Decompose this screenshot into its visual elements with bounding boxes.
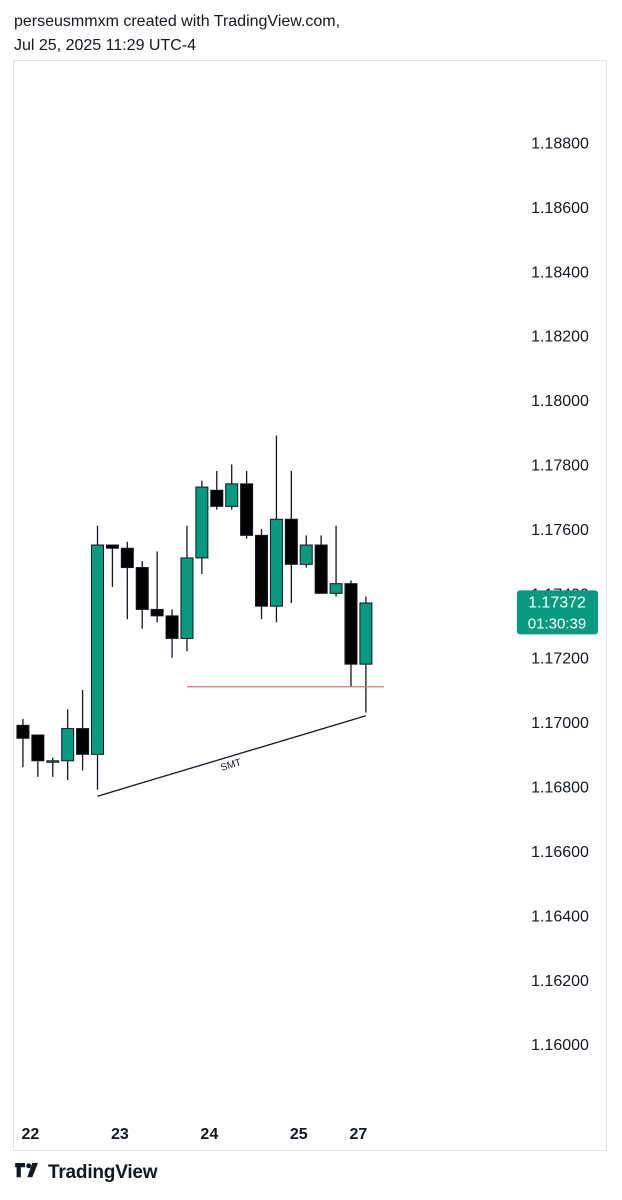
y-tick-label: 1.18600 bbox=[531, 200, 589, 217]
timestamp-line: Jul 25, 2025 11:29 UTC-4 bbox=[14, 37, 197, 54]
x-tick-label: 23 bbox=[111, 1126, 129, 1143]
y-tick-label: 1.16400 bbox=[531, 908, 589, 925]
countdown-label: 01:30:39 bbox=[528, 615, 586, 632]
smt-trendline bbox=[97, 715, 367, 797]
candle-body-bearish[interactable] bbox=[105, 544, 119, 549]
current-price-label: 1.17372 bbox=[528, 594, 586, 611]
candle-body-bullish[interactable] bbox=[61, 728, 75, 762]
candle-body-bullish[interactable] bbox=[329, 583, 343, 594]
smt-label: SMT bbox=[219, 757, 242, 774]
chart-header: perseusmmxm created with TradingView.com… bbox=[14, 10, 340, 58]
brand-name: TradingView bbox=[48, 1162, 158, 1183]
candle-body-bearish[interactable] bbox=[284, 518, 298, 565]
candle-body-bullish[interactable] bbox=[91, 544, 104, 755]
y-tick-label: 1.17200 bbox=[531, 651, 589, 668]
footer-brand[interactable]: TradingView bbox=[14, 1162, 158, 1184]
y-tick-label: 1.16000 bbox=[531, 1037, 589, 1054]
candle-body-bearish[interactable] bbox=[165, 615, 179, 639]
y-tick-label: 1.18200 bbox=[531, 329, 589, 346]
candles-group bbox=[16, 435, 373, 790]
candle-body-bearish[interactable] bbox=[150, 608, 164, 617]
candle-body-bullish[interactable] bbox=[359, 602, 373, 665]
current-price-badge bbox=[517, 590, 598, 635]
candle-body-bearish[interactable] bbox=[135, 567, 149, 610]
y-tick-label: 1.17800 bbox=[531, 458, 589, 475]
author-line: perseusmmxm created with TradingView.com… bbox=[14, 13, 341, 30]
y-tick-label: 1.16800 bbox=[531, 780, 589, 797]
candle-body-bearish[interactable] bbox=[344, 583, 358, 665]
y-tick-label: 1.16200 bbox=[531, 973, 589, 990]
candle-body-bearish[interactable] bbox=[31, 734, 45, 762]
chart-frame bbox=[13, 60, 607, 1151]
x-tick-label: 22 bbox=[22, 1126, 40, 1143]
y-tick-label: 1.17000 bbox=[531, 715, 589, 732]
candle-body-bullish[interactable] bbox=[269, 518, 283, 607]
x-tick-label: 27 bbox=[350, 1126, 368, 1143]
x-tick-label: 24 bbox=[200, 1126, 218, 1143]
tradingview-logo-icon bbox=[15, 1163, 38, 1178]
candle-body-bearish[interactable] bbox=[210, 489, 224, 507]
y-tick-label: 1.18400 bbox=[531, 264, 589, 281]
x-tick-label: 25 bbox=[290, 1126, 308, 1143]
y-tick-label: 1.18800 bbox=[531, 136, 589, 153]
candle-body-bullish[interactable] bbox=[46, 760, 60, 763]
candle-body-bearish[interactable] bbox=[240, 483, 254, 536]
y-tick-label: 1.16600 bbox=[531, 844, 589, 861]
candle-body-bearish[interactable] bbox=[255, 534, 269, 607]
candle-body-bearish[interactable] bbox=[76, 728, 90, 755]
y-tick-label: 1.17600 bbox=[531, 522, 589, 539]
candle-body-bearish[interactable] bbox=[314, 544, 328, 594]
candle-body-bullish[interactable] bbox=[225, 483, 239, 507]
candle-body-bearish[interactable] bbox=[120, 547, 134, 569]
y-tick-label: 1.18000 bbox=[531, 393, 589, 410]
candle-body-bullish[interactable] bbox=[299, 544, 313, 565]
candle-body-bullish[interactable] bbox=[195, 486, 209, 559]
candle-body-bullish[interactable] bbox=[180, 557, 194, 639]
candle-body-bearish[interactable] bbox=[16, 724, 30, 739]
